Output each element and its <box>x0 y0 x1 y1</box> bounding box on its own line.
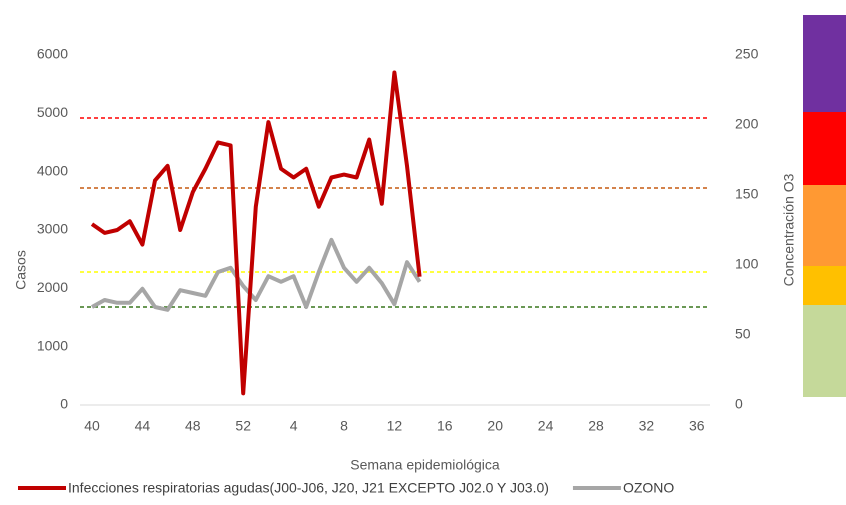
band-purple <box>803 15 846 112</box>
series-line <box>90 70 422 396</box>
y2-tick-label: 200 <box>735 116 759 132</box>
y2-tick-label: 0 <box>735 396 743 412</box>
x-tick-label: 36 <box>689 418 705 434</box>
band-yellow <box>803 266 846 305</box>
x-tick-label: 32 <box>639 418 655 434</box>
x-axis-label: Semana epidemiológica <box>350 457 500 473</box>
x-tick-label: 44 <box>135 418 151 434</box>
y2-tick-label: 250 <box>735 46 759 62</box>
x-tick-label: 24 <box>538 418 554 434</box>
y-tick-label: 6000 <box>37 46 68 62</box>
y-tick-label: 3000 <box>37 221 68 237</box>
band-orange <box>803 185 846 266</box>
y-tick-label: 5000 <box>37 104 68 120</box>
y2-tick-label: 100 <box>735 256 759 272</box>
x-tick-label: 48 <box>185 418 201 434</box>
x-tick-label: 12 <box>387 418 403 434</box>
y-tick-label: 4000 <box>37 162 68 178</box>
series-line <box>91 237 422 312</box>
y2-axis-label: Concentración O3 <box>781 173 797 286</box>
x-tick-label: 16 <box>437 418 453 434</box>
x-tick-label: 52 <box>235 418 251 434</box>
color-scale <box>803 15 846 397</box>
band-green <box>803 305 846 397</box>
x-tick-label: 20 <box>487 418 503 434</box>
legend-label: Infecciones respiratorias agudas(J00-J06… <box>68 480 549 496</box>
y-tick-label: 1000 <box>37 337 68 353</box>
band-red <box>803 112 846 185</box>
y2-tick-label: 50 <box>735 326 751 342</box>
x-tick-label: 4 <box>290 418 298 434</box>
y-tick-label: 0 <box>60 396 68 412</box>
x-tick-label: 40 <box>84 418 100 434</box>
y-axis-label: Casos <box>13 250 29 290</box>
x-tick-label: 8 <box>340 418 348 434</box>
x-tick-label: 28 <box>588 418 604 434</box>
y-tick-label: 2000 <box>37 279 68 295</box>
y2-tick-label: 150 <box>735 186 759 202</box>
legend-label: OZONO <box>623 480 674 496</box>
